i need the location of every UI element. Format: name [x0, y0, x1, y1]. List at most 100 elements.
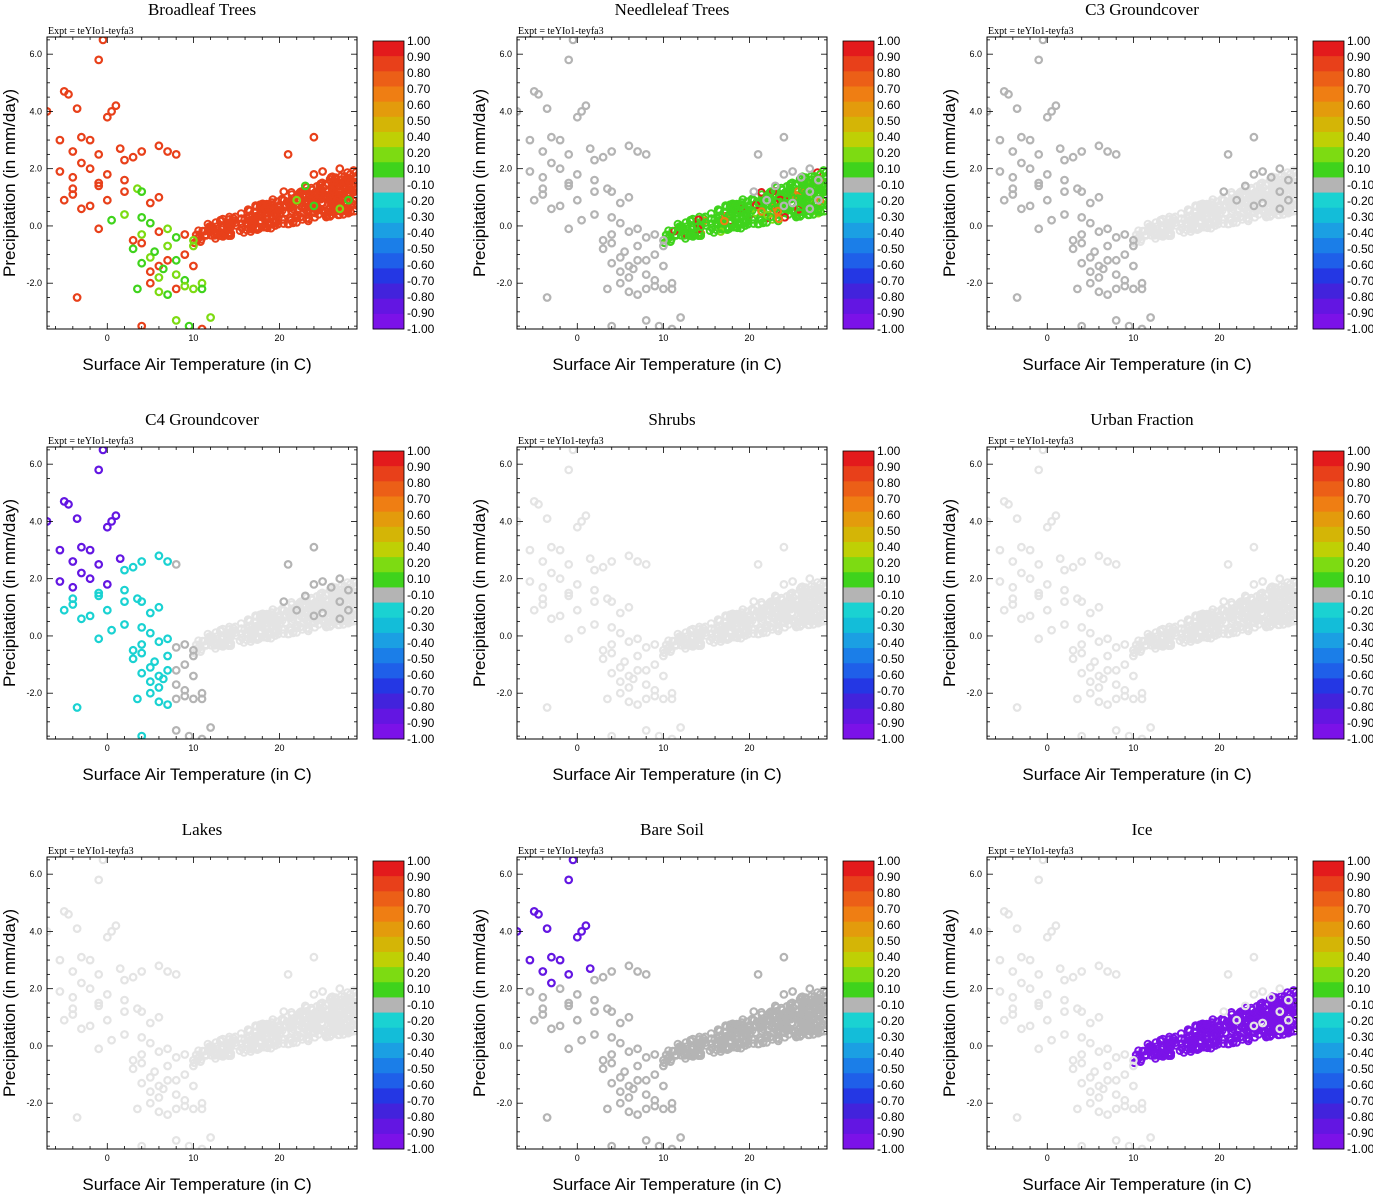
data-point [188, 651, 198, 661]
data-point [120, 175, 129, 185]
data-point [1103, 255, 1112, 265]
colorbar-swatch [373, 192, 404, 209]
data-point [633, 241, 642, 251]
data-point [207, 1041, 216, 1051]
data-point [615, 278, 625, 288]
data-point [1077, 147, 1087, 156]
data-point [659, 694, 668, 704]
x-tick-label: 20 [744, 333, 754, 343]
data-point [774, 1034, 784, 1044]
x-tick-label: 0 [105, 743, 110, 753]
data-point [309, 542, 319, 552]
colorbar-label: -0.80 [1347, 700, 1373, 714]
data-point [742, 197, 752, 206]
y-tick-label: 4.0 [29, 106, 42, 116]
colorbar-label: 0.50 [407, 524, 431, 538]
x-tick-label: 0 [105, 1153, 110, 1163]
x-tick-label: 20 [274, 333, 284, 343]
data-point [547, 614, 556, 624]
data-point [335, 1007, 345, 1016]
data-point [624, 141, 634, 151]
data-point [755, 1018, 764, 1028]
data-point [323, 194, 333, 203]
colorbar-label: 0.50 [1347, 524, 1371, 538]
data-point [238, 633, 247, 642]
data-point [767, 597, 776, 606]
colorbar-swatch [373, 131, 404, 148]
data-point [163, 255, 173, 265]
colorbar-swatch [843, 207, 874, 224]
data-point [198, 636, 207, 646]
data-point [1047, 517, 1056, 526]
colorbar-frame [842, 450, 875, 740]
data-point [720, 626, 729, 636]
y-tick-label: 6.0 [499, 459, 512, 469]
data-point [740, 631, 750, 640]
experiment-label: Expt = teYIo1-teyfa3 [988, 436, 1074, 447]
data-point [216, 741, 223, 748]
data-point [607, 258, 617, 268]
data-point [224, 1035, 233, 1045]
colorbar-swatch [373, 997, 404, 1014]
data-point [1255, 596, 1265, 605]
colorbar-label: -0.20 [407, 1014, 435, 1028]
data-point [120, 585, 129, 595]
data-point [753, 560, 763, 569]
data-point [1128, 241, 1138, 251]
data-point [615, 267, 625, 277]
data-point [805, 614, 815, 624]
colorbar-label: 0.50 [1347, 114, 1371, 128]
colorbar-label: 0.80 [407, 886, 431, 900]
data-point [309, 1021, 319, 1031]
data-point [1077, 258, 1087, 268]
data-point [263, 621, 272, 631]
colorbar-label: 0.70 [1347, 492, 1371, 506]
data-point [239, 228, 249, 237]
data-point [1210, 221, 1220, 230]
data-point [72, 104, 82, 113]
colorbar-label: 0.40 [407, 130, 431, 144]
y-tick-label: 2.0 [969, 574, 982, 584]
data-point [1249, 542, 1259, 552]
colorbar-label: -1.00 [1347, 732, 1373, 746]
data-point [107, 106, 116, 116]
y-tick-label: 6.0 [499, 49, 512, 59]
data-point [694, 625, 703, 635]
colorbar-label: 0.40 [407, 540, 431, 554]
data-point [163, 557, 173, 566]
data-point [555, 201, 565, 211]
colorbar-swatch [1313, 131, 1344, 148]
data-point [137, 238, 147, 248]
data-point [132, 284, 142, 294]
x-tick-label: 10 [1128, 333, 1138, 343]
data-point [1240, 591, 1250, 601]
scatter-points [47, 857, 357, 1149]
colorbar: 1.00 0.90 0.80 0.70 0.60 0.50 0.40 0.20 0.10 -0.1… [842, 34, 905, 336]
colorbar-label: 1.00 [877, 34, 901, 48]
data-point [111, 921, 121, 931]
colorbar-swatch [373, 1103, 404, 1120]
data-point [335, 204, 345, 214]
data-point [757, 1027, 766, 1036]
data-point [564, 634, 574, 644]
colorbar-label: 0.90 [877, 50, 901, 64]
data-point [677, 221, 686, 231]
data-point [1275, 574, 1285, 584]
data-point [145, 628, 155, 638]
colorbar-swatch [843, 602, 874, 619]
data-point [615, 198, 625, 208]
data-point [163, 665, 173, 675]
data-point [633, 290, 642, 300]
data-point [995, 135, 1005, 145]
data-point [525, 167, 535, 176]
data-point [1085, 663, 1095, 672]
data-point [590, 210, 599, 219]
data-point [94, 634, 104, 644]
colorbar-swatch [843, 268, 874, 285]
data-point [633, 651, 642, 661]
y-axis-label: Precipitation (in mm/day) [0, 89, 19, 277]
data-point [624, 683, 634, 692]
data-point [615, 252, 625, 262]
data-point [814, 175, 823, 185]
data-point [343, 590, 353, 600]
